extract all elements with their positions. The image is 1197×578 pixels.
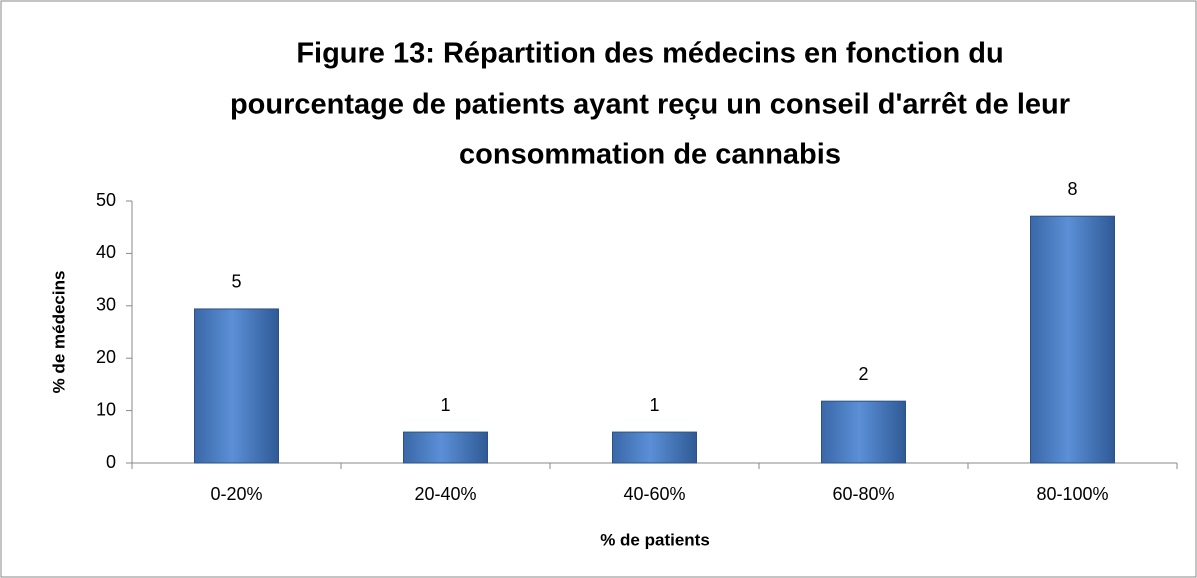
y-tick-label: 50 — [96, 190, 116, 210]
x-tick-label: 20-40% — [414, 484, 476, 504]
y-tick-label: 30 — [96, 295, 116, 315]
x-axis-title: % de patients — [600, 530, 710, 549]
bar — [1030, 215, 1115, 464]
y-tick-label: 40 — [96, 242, 116, 262]
bar — [821, 400, 906, 464]
data-label: 1 — [649, 395, 659, 415]
x-tick-label: 40-60% — [623, 484, 685, 504]
y-tick-label: 20 — [96, 347, 116, 367]
data-label: 8 — [1067, 179, 1077, 199]
y-tick-label: 10 — [96, 399, 116, 419]
data-label: 1 — [440, 395, 450, 415]
bar — [194, 308, 279, 464]
chart-title: Figure 13: Répartition des médecins en f… — [296, 38, 1003, 70]
bar — [612, 431, 697, 464]
y-axis-title: % de médecins — [49, 271, 68, 394]
chart-title: consommation de cannabis — [459, 139, 841, 171]
bar — [403, 431, 488, 464]
x-tick-label: 60-80% — [832, 484, 894, 504]
chart-title: pourcentage de patients ayant reçu un co… — [230, 89, 1070, 121]
x-tick-label: 80-100% — [1036, 484, 1108, 504]
x-tick-label: 0-20% — [210, 484, 262, 504]
data-label: 5 — [231, 272, 241, 292]
data-label: 2 — [858, 364, 868, 384]
y-tick-label: 0 — [106, 452, 116, 472]
